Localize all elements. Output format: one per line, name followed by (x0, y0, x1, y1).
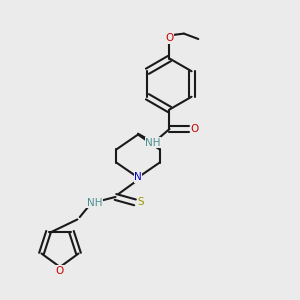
Text: O: O (190, 124, 199, 134)
Text: O: O (56, 266, 64, 276)
Text: NH: NH (145, 137, 161, 148)
Text: N: N (134, 172, 142, 182)
Text: NH: NH (87, 198, 102, 208)
Text: S: S (137, 197, 144, 207)
Text: O: O (165, 33, 174, 43)
